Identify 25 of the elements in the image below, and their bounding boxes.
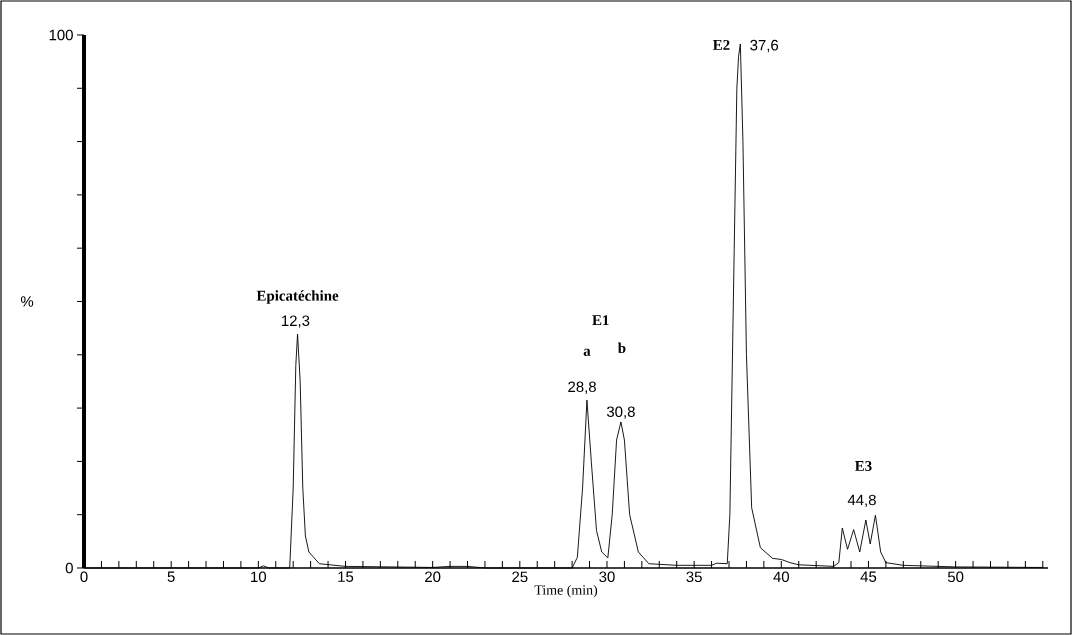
x-axis-title: Time (min) bbox=[534, 584, 598, 598]
annotation: 37,6 bbox=[750, 39, 779, 53]
x-tick-label: 10 bbox=[251, 571, 267, 583]
annotation: a bbox=[583, 348, 591, 356]
annotation: E2 bbox=[712, 39, 730, 50]
annotation: E3 bbox=[854, 460, 872, 472]
x-tick-label: 40 bbox=[773, 571, 790, 583]
x-tick-label: 20 bbox=[425, 571, 441, 583]
x-tick-label: 35 bbox=[686, 571, 702, 583]
x-tick-label: 50 bbox=[947, 571, 964, 583]
x-tick-label: 5 bbox=[167, 571, 175, 582]
annotation: 28,8 bbox=[568, 381, 596, 394]
x-tick-label: 25 bbox=[512, 571, 528, 583]
x-tick-label: 15 bbox=[338, 571, 354, 582]
annotation: 12,3 bbox=[282, 315, 310, 328]
y-tick-label: 100 bbox=[49, 29, 73, 41]
x-tick-label: 30 bbox=[599, 571, 615, 583]
y-axis-title: % bbox=[20, 296, 34, 307]
annotation: Epicatéchine bbox=[256, 290, 339, 304]
annotation: 44,8 bbox=[847, 494, 876, 508]
annotation: E1 bbox=[592, 315, 609, 326]
x-tick-label: 45 bbox=[860, 571, 877, 582]
x-tick-label: 0 bbox=[80, 571, 88, 583]
annotation: 30,8 bbox=[606, 406, 635, 419]
annotation: b bbox=[617, 342, 626, 354]
